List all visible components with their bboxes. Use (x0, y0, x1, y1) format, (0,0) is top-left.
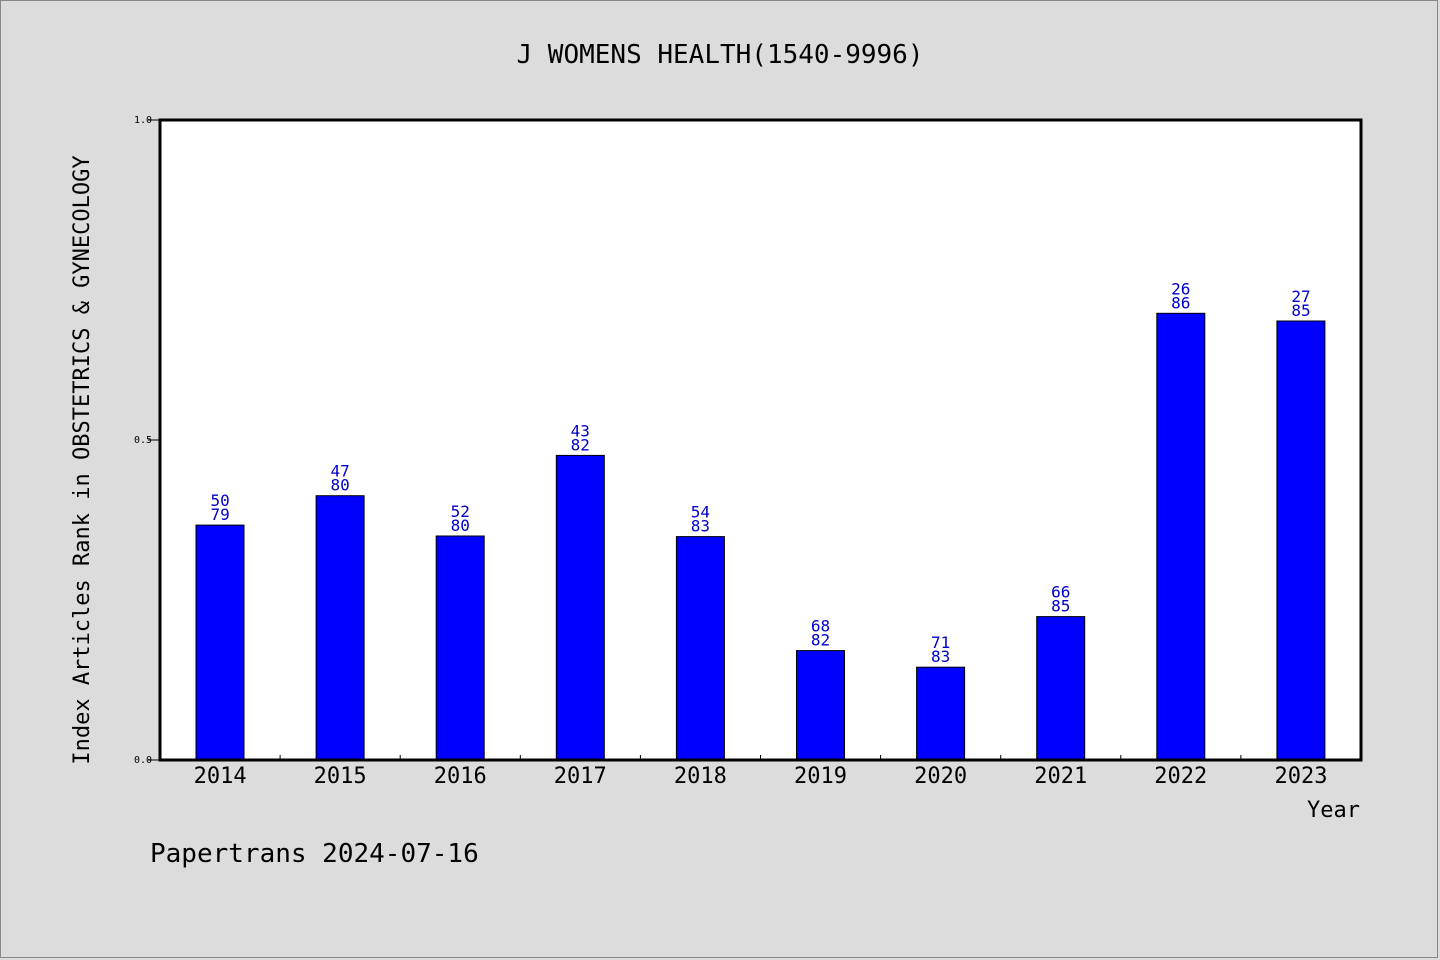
bar-label-total: 83 (931, 647, 950, 666)
bar-2023 (1276, 320, 1326, 761)
bar-2015 (315, 495, 365, 761)
bar-label-total: 85 (1051, 597, 1070, 616)
x-tick-label: 2019 (794, 764, 847, 789)
bar-label-total: 86 (1171, 293, 1190, 312)
x-tick-label: 2014 (194, 764, 247, 789)
bar-label-rank: 47 (330, 462, 349, 481)
x-tick-label: 2016 (434, 764, 487, 789)
bar-label-total: 80 (330, 476, 349, 495)
bar-2017 (555, 454, 605, 761)
x-tick-label: 2017 (554, 764, 607, 789)
x-tick-label: 2020 (914, 764, 967, 789)
bar-label-rank: 26 (1171, 279, 1190, 298)
x-tick-label: 2022 (1154, 764, 1207, 789)
bar-label-rank: 54 (691, 503, 710, 522)
x-axis: 2014 2015 2016 2017 2018 2019 2020 2021 2022 2023 (194, 755, 1328, 789)
bar-label-rank: 68 (811, 617, 830, 636)
bar-label-rank: 27 (1291, 287, 1310, 306)
bar-label-rank: 43 (571, 421, 590, 440)
bar-2022 (1156, 312, 1206, 761)
bar-2020 (916, 666, 966, 761)
bar-2016 (435, 535, 485, 761)
bar-label-rank: 52 (451, 502, 470, 521)
bar-label-total: 82 (571, 435, 590, 454)
bar-label-rank: 71 (931, 633, 950, 652)
bar-label-total: 79 (210, 505, 229, 524)
y-axis-label: Index Articles Rank in OBSTETRICS & GYNE… (70, 155, 95, 764)
bar-label-rank: 66 (1051, 583, 1070, 602)
x-tick-label: 2023 (1275, 764, 1328, 789)
bar-label-total: 85 (1291, 301, 1310, 320)
x-tick-label: 2021 (1034, 764, 1087, 789)
bar-2021 (1036, 616, 1086, 761)
footer-credit: Papertrans 2024-07-16 (150, 839, 479, 869)
x-tick-label: 2018 (674, 764, 727, 789)
x-tick-label: 2015 (314, 764, 367, 789)
bar-label-total: 83 (691, 517, 710, 536)
chart-title: J WOMENS HEALTH(1540-9996) (517, 40, 924, 70)
x-axis-label: Year (1307, 798, 1360, 823)
y-tick-label: 0.0 (134, 755, 152, 766)
bar-2014 (195, 524, 245, 761)
y-tick-label: 1.0 (134, 115, 152, 126)
bar-2018 (675, 536, 725, 761)
bar-2019 (796, 650, 845, 761)
y-tick-label: 0.5 (134, 435, 152, 446)
bar-label-total: 80 (451, 516, 470, 535)
bar-label-total: 82 (811, 631, 830, 650)
y-axis: 0.0 0.5 1.0 (134, 115, 160, 766)
bar-label-rank: 50 (210, 491, 229, 510)
